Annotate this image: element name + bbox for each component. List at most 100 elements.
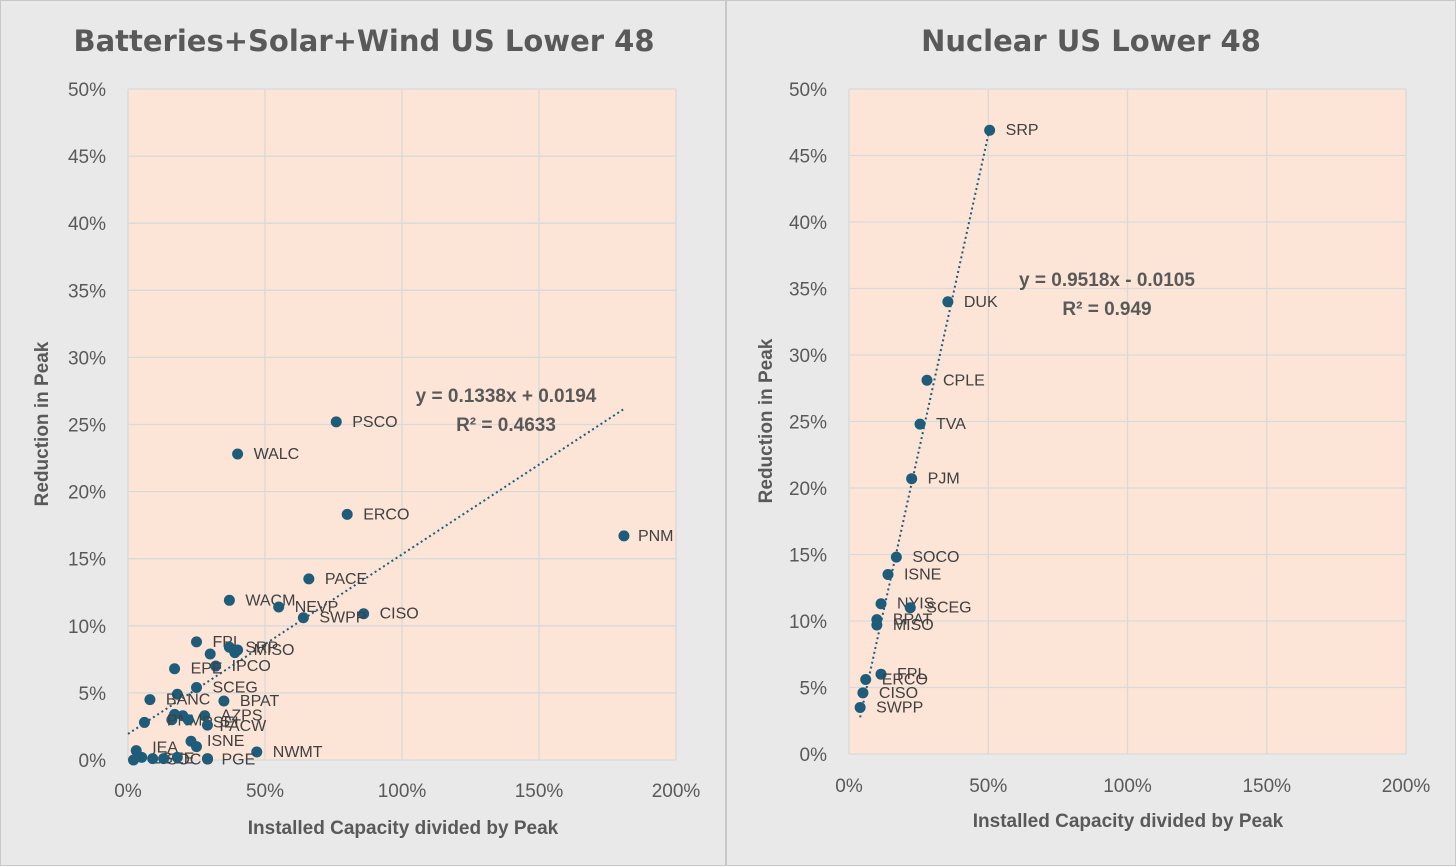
y-tick-label: 15% xyxy=(68,550,106,571)
point-label: TVA xyxy=(936,416,966,433)
data-point xyxy=(171,688,183,700)
point-label: ISNE xyxy=(207,733,244,750)
trendline-equation: y = 0.9518x - 0.0105 xyxy=(1019,270,1195,291)
data-point xyxy=(875,598,887,610)
data-point xyxy=(169,663,181,675)
y-tick-label: 25% xyxy=(68,416,106,437)
chart-title: Nuclear US Lower 48 xyxy=(921,24,1261,58)
point-label: WALC xyxy=(254,446,300,463)
point-label: SWPP xyxy=(876,699,923,716)
y-tick-label: 0% xyxy=(800,745,828,766)
data-point xyxy=(618,530,630,542)
x-axis-label: Installed Capacity divided by Peak xyxy=(973,811,1284,832)
x-tick-label: 200% xyxy=(652,781,701,802)
point-label: SCEG xyxy=(213,680,258,697)
chart-panel-nuclear: 0% 5% 10% 15% 20% 25% 30% 35% 40% 45% 50% 0% 50% 100%… xyxy=(726,0,1456,866)
y-tick-label: 35% xyxy=(68,281,106,302)
point-label: CISO xyxy=(380,606,419,623)
point-label: PJM xyxy=(928,471,960,488)
point-label: BPAT xyxy=(893,612,933,629)
y-tick-label: 45% xyxy=(68,147,106,168)
trendline-r-squared: R² = 0.949 xyxy=(1062,299,1151,320)
y-tick-label: 30% xyxy=(68,348,106,369)
point-label: FPL xyxy=(897,666,926,683)
point-label: PACW xyxy=(219,718,267,735)
x-tick-label: 100% xyxy=(378,781,427,802)
data-point xyxy=(854,701,866,713)
data-point xyxy=(210,660,222,672)
point-label: PSCO xyxy=(352,414,397,431)
point-label: BPAT xyxy=(240,693,280,710)
data-point xyxy=(251,746,263,758)
y-tick-label: 20% xyxy=(789,479,827,500)
y-tick-label: 50% xyxy=(68,80,106,101)
point-label: DUK xyxy=(964,294,998,311)
point-label: SOCO xyxy=(912,549,959,566)
y-tick-label: 10% xyxy=(68,617,106,638)
y-tick-label: 35% xyxy=(789,280,827,301)
data-point xyxy=(875,668,887,680)
y-axis-label: Reduction in Peak xyxy=(756,338,777,503)
data-point xyxy=(330,416,342,428)
point-label: CPLE xyxy=(943,372,985,389)
point-label: BANC xyxy=(166,692,210,709)
data-point xyxy=(171,751,183,763)
data-point xyxy=(127,754,139,766)
point-label: AZPS xyxy=(221,708,263,725)
plot-area: 0% 5% 10% 15% 20% 25% 30% 35% 40% 45% 50% 0% 50% 100%… xyxy=(68,80,700,802)
chart-panel-batteries-solar-wind: 0% 5% 10% 15% 20% 25% 30% 35% 40% 45% 50% 0% 50% 100%… xyxy=(0,0,726,866)
scatter-chart-batteries-solar-wind: 0% 5% 10% 15% 20% 25% 30% 35% 40% 45% 50% 0% 50% 100%… xyxy=(32,24,700,839)
x-tick-label: 50% xyxy=(246,781,284,802)
data-point xyxy=(303,573,315,585)
data-point xyxy=(232,448,244,460)
point-label: NWMT xyxy=(273,744,323,761)
trendline-r-squared: R² = 0.4633 xyxy=(456,415,556,436)
x-tick-label: 150% xyxy=(515,781,564,802)
data-point xyxy=(147,753,159,765)
data-point xyxy=(199,710,211,722)
x-tick-label: 50% xyxy=(969,776,1007,797)
data-point xyxy=(201,753,213,765)
point-label: PNM xyxy=(638,528,674,545)
data-point xyxy=(914,418,926,430)
plot-area: 0% 5% 10% 15% 20% 25% 30% 35% 40% 45% 50% 0% 50% 100%… xyxy=(789,80,1430,797)
data-point xyxy=(218,695,230,707)
chart-title: Batteries+Solar+Wind US Lower 48 xyxy=(73,24,654,58)
y-tick-label: 30% xyxy=(789,346,827,367)
data-point xyxy=(857,687,869,699)
data-point xyxy=(144,694,156,706)
y-tick-label: 15% xyxy=(789,546,827,567)
y-tick-label: 5% xyxy=(800,679,828,700)
data-point xyxy=(904,602,916,614)
y-tick-label: 25% xyxy=(789,413,827,434)
y-tick-label: 40% xyxy=(789,213,827,234)
point-label: SRP xyxy=(1006,122,1039,139)
x-tick-label: 150% xyxy=(1242,776,1291,797)
x-tick-label: 100% xyxy=(1103,776,1152,797)
y-tick-label: 5% xyxy=(79,684,107,705)
y-tick-label: 50% xyxy=(789,80,827,101)
data-point xyxy=(138,716,150,728)
data-point xyxy=(201,719,213,731)
data-point xyxy=(341,508,353,520)
point-label: WACM xyxy=(245,592,295,609)
x-tick-label: 200% xyxy=(1382,776,1431,797)
data-point xyxy=(223,594,235,606)
data-point xyxy=(882,568,894,580)
y-tick-label: 20% xyxy=(68,483,106,504)
data-point xyxy=(984,124,996,136)
scatter-chart-nuclear: 0% 5% 10% 15% 20% 25% 30% 35% 40% 45% 50% 0% 50% 100%… xyxy=(756,24,1430,832)
data-point xyxy=(942,296,954,308)
point-label: NEVP xyxy=(295,599,339,616)
point-label: SRP xyxy=(245,639,278,656)
data-point xyxy=(297,612,309,624)
y-tick-label: 45% xyxy=(789,147,827,168)
data-point xyxy=(182,714,194,726)
point-label: PGE xyxy=(221,752,255,769)
y-tick-label: 10% xyxy=(789,612,827,633)
data-point xyxy=(229,647,241,659)
point-label: SWPP xyxy=(319,610,366,627)
point-label: EPE xyxy=(191,661,223,678)
point-label: MISO xyxy=(893,617,934,634)
data-point xyxy=(871,619,883,631)
